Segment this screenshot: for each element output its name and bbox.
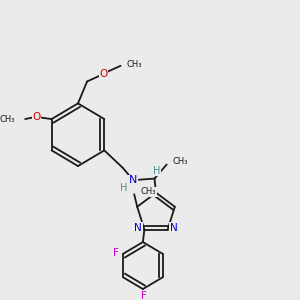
Text: CH₃: CH₃ — [173, 157, 188, 166]
Text: F: F — [142, 291, 147, 300]
Text: CH₃: CH₃ — [0, 115, 15, 124]
Text: N: N — [170, 223, 178, 233]
Text: O: O — [100, 69, 108, 79]
Text: H: H — [153, 166, 161, 176]
Text: N: N — [129, 175, 137, 185]
Text: H: H — [120, 183, 128, 193]
Text: N: N — [134, 223, 142, 233]
Text: O: O — [32, 112, 40, 122]
Text: CH₃: CH₃ — [126, 60, 142, 69]
Text: F: F — [112, 248, 118, 258]
Text: CH₃: CH₃ — [141, 187, 156, 196]
